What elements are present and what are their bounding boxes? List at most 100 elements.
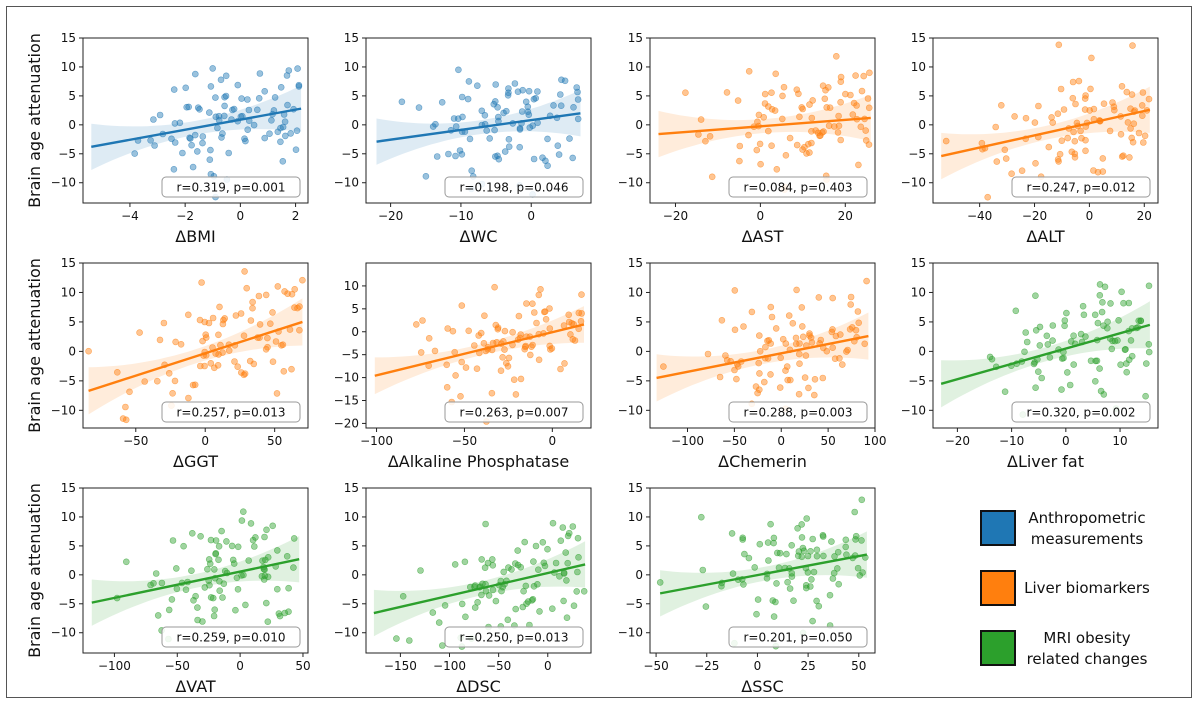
- data-point: [182, 586, 190, 594]
- data-point: [1128, 91, 1136, 98]
- data-point: [565, 529, 573, 537]
- data-point: [497, 367, 505, 375]
- data-point: [273, 585, 281, 593]
- data-point: [786, 134, 794, 142]
- data-point: [764, 127, 772, 135]
- data-point: [122, 403, 129, 411]
- data-point: [795, 350, 803, 358]
- data-point: [272, 338, 280, 345]
- data-point: [773, 580, 780, 587]
- y-tick-label: 0: [635, 118, 643, 132]
- data-point: [494, 325, 502, 333]
- data-point: [192, 70, 199, 78]
- data-point: [229, 106, 236, 114]
- data-point: [295, 81, 303, 89]
- data-point: [268, 117, 275, 124]
- data-point: [451, 348, 459, 356]
- data-point: [1108, 345, 1116, 353]
- data-point: [569, 523, 577, 530]
- data-point: [810, 568, 818, 576]
- data-point: [509, 328, 516, 336]
- data-point: [836, 331, 844, 338]
- data-point: [546, 325, 554, 332]
- data-point: [255, 292, 263, 300]
- data-point: [458, 302, 466, 309]
- data-point: [537, 285, 544, 293]
- data-point: [452, 123, 460, 130]
- data-point: [276, 612, 284, 620]
- data-point: [819, 533, 827, 540]
- plot-area: [656, 496, 869, 650]
- data-point: [177, 340, 185, 348]
- x-tick-label: −10: [448, 209, 473, 223]
- data-point: [194, 148, 201, 155]
- data-point: [194, 604, 201, 611]
- data-point: [850, 99, 858, 107]
- data-point: [156, 111, 164, 119]
- data-point: [1117, 131, 1125, 138]
- data-point: [984, 193, 992, 201]
- data-point: [170, 86, 178, 93]
- data-point: [225, 347, 233, 354]
- data-point: [837, 136, 845, 144]
- data-point: [505, 354, 513, 362]
- data-point: [815, 294, 823, 301]
- data-point: [534, 580, 541, 588]
- x-tick-label: 20: [1137, 209, 1152, 223]
- data-point: [779, 335, 787, 343]
- data-point: [1139, 89, 1147, 96]
- data-point: [808, 576, 815, 583]
- data-point: [1045, 143, 1053, 151]
- data-point: [767, 371, 774, 378]
- data-point: [492, 597, 500, 605]
- data-point: [779, 92, 786, 100]
- data-point: [245, 106, 253, 114]
- legend-label: Anthropometric: [1028, 509, 1145, 527]
- data-point: [264, 334, 271, 342]
- data-point: [578, 291, 585, 298]
- data-point: [821, 95, 829, 103]
- data-point: [770, 539, 777, 547]
- data-point: [770, 613, 778, 620]
- data-point: [828, 328, 836, 336]
- data-point: [783, 363, 791, 370]
- data-point: [494, 152, 501, 160]
- data-point: [126, 388, 133, 396]
- data-point: [1011, 113, 1018, 120]
- data-point: [993, 158, 1001, 165]
- data-point: [1111, 106, 1118, 114]
- data-point: [806, 332, 813, 339]
- data-point: [187, 135, 194, 142]
- y-tick-label: 5: [635, 539, 643, 553]
- data-point: [548, 605, 556, 613]
- data-point: [515, 312, 523, 320]
- data-point: [438, 99, 446, 106]
- y-tick-label: 15: [61, 256, 76, 270]
- data-point: [412, 321, 420, 328]
- data-point: [293, 127, 301, 134]
- data-point: [578, 310, 586, 317]
- data-point: [776, 384, 784, 391]
- data-point: [557, 537, 565, 545]
- data-point: [557, 102, 565, 109]
- data-point: [444, 325, 452, 332]
- stat-box: [728, 401, 868, 423]
- data-point: [514, 88, 522, 95]
- data-point: [473, 82, 481, 89]
- y-tick-label: 10: [628, 510, 643, 524]
- data-point: [189, 381, 197, 389]
- data-point: [795, 90, 802, 98]
- data-point: [1070, 361, 1077, 368]
- data-point: [1071, 154, 1079, 161]
- data-point: [718, 582, 725, 590]
- data-point: [734, 97, 742, 104]
- y-tick-label: 15: [628, 31, 643, 45]
- data-point: [790, 597, 797, 605]
- data-point: [141, 378, 148, 385]
- data-point: [810, 391, 818, 399]
- data-point: [778, 115, 786, 123]
- data-point: [768, 106, 776, 113]
- x-tick-label: 0: [527, 209, 535, 223]
